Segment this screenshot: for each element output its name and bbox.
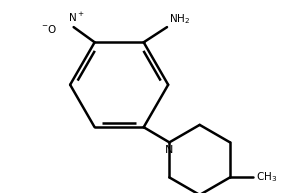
Text: N$^+$: N$^+$ — [68, 10, 84, 24]
Text: NH$_2$: NH$_2$ — [169, 12, 190, 26]
Text: $^{-}$O: $^{-}$O — [41, 23, 57, 36]
Text: CH$_3$: CH$_3$ — [256, 171, 277, 184]
Text: N: N — [165, 145, 173, 155]
